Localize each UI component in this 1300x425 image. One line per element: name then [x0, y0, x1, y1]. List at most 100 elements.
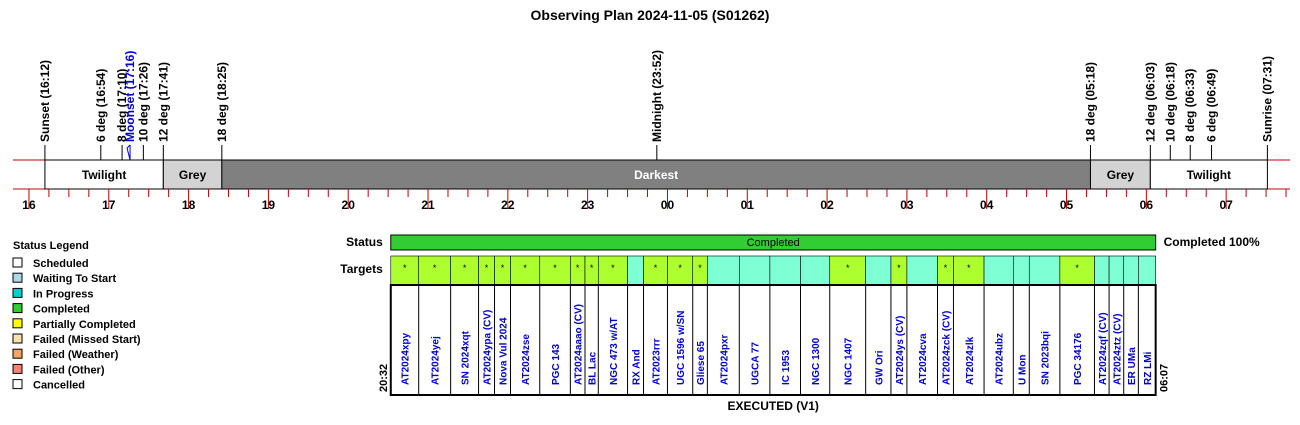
status-bar-label: Completed — [747, 237, 800, 249]
event-label: Midnight (23:52) — [650, 50, 664, 142]
legend-item-label: Completed — [33, 304, 90, 316]
target-name: AT2024zlk — [965, 336, 976, 385]
hour-label: 21 — [421, 198, 435, 212]
legend-item-label: Cancelled — [33, 380, 85, 392]
target-name: AT2024zse — [521, 334, 532, 385]
target-slot — [800, 255, 831, 286]
target-name: AT2024ubz — [995, 333, 1006, 385]
band-label: Grey — [1107, 168, 1135, 182]
event-label: 12 deg (17:41) — [156, 62, 170, 142]
target-mark: * — [501, 263, 505, 273]
target-name: UGCA 77 — [751, 342, 762, 385]
hour-label: 01 — [741, 198, 755, 212]
event-label: 12 deg (06:03) — [1143, 62, 1157, 142]
legend-item-label: Partially Completed — [33, 319, 136, 331]
hour-label: 18 — [182, 198, 196, 212]
legend-swatch — [12, 272, 23, 283]
event-label: 8 deg (17:10) — [115, 69, 129, 142]
target-name: Gliese 65 — [696, 341, 707, 385]
moonset-connector — [126, 144, 131, 161]
target-slot — [418, 255, 451, 286]
target-mark: * — [678, 263, 682, 273]
target-slot — [953, 255, 985, 286]
legend-item-label: Failed (Weather) — [33, 349, 119, 361]
event-label: Sunrise (07:31) — [1260, 56, 1274, 142]
target-slot — [1059, 255, 1095, 286]
target-name: UGC 1596 w/SN — [676, 311, 687, 385]
legend-swatch — [12, 379, 23, 390]
target-slot — [539, 255, 571, 286]
target-slot — [1094, 255, 1110, 286]
target-mark: * — [967, 263, 971, 273]
legend-item-label: Failed (Missed Start) — [33, 334, 141, 346]
target-name: NGC 1407 — [844, 337, 855, 385]
target-name: NGC 1300 — [811, 337, 822, 385]
target-name: IC 1953 — [781, 350, 792, 385]
event-label: 18 deg (05:18) — [1083, 62, 1097, 142]
target-name: PGC 34176 — [1073, 332, 1084, 385]
legend-item-label: Failed (Other) — [33, 364, 105, 376]
plan-start-time: 20:32 — [378, 364, 390, 392]
hour-label: 02 — [820, 198, 834, 212]
legend-swatch — [12, 318, 23, 329]
hour-label: 22 — [501, 198, 515, 212]
target-name: ER UMa — [1127, 347, 1138, 385]
target-mark: * — [576, 263, 580, 273]
target-name: NGC 473 w/AT — [609, 317, 620, 385]
band-grey — [1089, 159, 1151, 190]
hour-label: 04 — [980, 198, 994, 212]
band-grey — [162, 159, 223, 190]
legend-swatch — [12, 363, 23, 374]
target-slot — [707, 255, 740, 286]
status-row: Status Completed Completed 100% — [346, 234, 1260, 251]
hour-label: 00 — [661, 198, 675, 212]
target-name: AT2024xpy — [401, 332, 412, 385]
target-mark: * — [611, 263, 615, 273]
target-name: GW Ori — [874, 350, 885, 385]
hour-label: 16 — [22, 198, 36, 212]
hour-label: 07 — [1219, 198, 1233, 212]
target-slot — [769, 255, 801, 286]
hour-label: 03 — [900, 198, 914, 212]
status-row-label: Status — [346, 235, 383, 249]
legend-swatch — [12, 333, 23, 344]
target-name: BL Lac — [588, 351, 599, 385]
target-mark: * — [433, 263, 437, 273]
target-slot — [1108, 255, 1125, 286]
target-mark: * — [897, 263, 901, 273]
hour-label: 23 — [581, 198, 595, 212]
target-name: PGC 143 — [551, 343, 562, 385]
moonset-label: Moonset (17:16) — [123, 51, 137, 142]
plan-end-time: 06:07 — [1159, 364, 1171, 392]
target-name: AT2024cva — [918, 333, 929, 385]
target-mark: * — [1075, 263, 1079, 273]
target-slot — [1123, 255, 1139, 286]
status-legend: Status Legend Scheduled Waiting To Start In… — [12, 240, 141, 392]
event-label: 6 deg (16:54) — [94, 69, 108, 142]
target-name: AT2024yej — [431, 336, 442, 385]
target-mark: * — [590, 263, 594, 273]
target-slot — [865, 255, 892, 286]
target-name: AT2023rrr — [651, 338, 662, 385]
band-label: Grey — [179, 168, 207, 182]
plan-title: Observing Plan 2024-11-05 (S01262) — [531, 7, 770, 23]
target-name: AT2024aaao (CV) — [574, 304, 585, 385]
band-twilight — [1149, 159, 1268, 190]
legend-item-label: Scheduled — [33, 258, 89, 270]
plan-footer: EXECUTED (V1) — [728, 399, 819, 413]
event-markers: Sunset (16:12) 6 deg (16:54) 8 deg (17:10)… — [38, 50, 1274, 161]
target-name: U Mon — [1017, 354, 1028, 385]
legend-title: Status Legend — [13, 240, 89, 252]
target-slot — [983, 255, 1014, 286]
target-slot — [1028, 255, 1061, 286]
target-name: AT2024zck (CV) — [941, 311, 952, 385]
target-slot — [1013, 255, 1030, 286]
legend-swatch — [12, 257, 23, 268]
band-twilight — [44, 159, 164, 190]
legend-item-label: In Progress — [33, 288, 94, 300]
target-mark: * — [944, 263, 948, 273]
hour-label: 06 — [1140, 198, 1154, 212]
target-name: RX And — [632, 349, 643, 385]
target-name: Nova Vul 2024 — [499, 317, 510, 385]
